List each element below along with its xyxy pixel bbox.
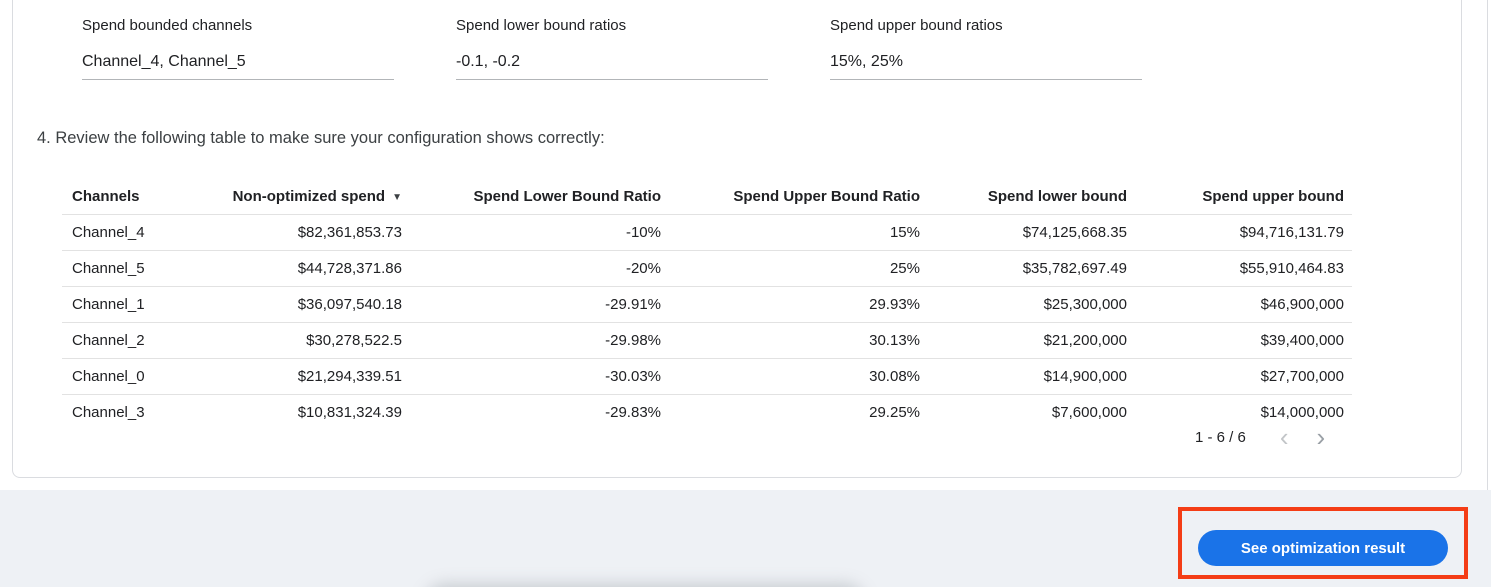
sort-desc-icon[interactable]: ▼ bbox=[392, 192, 402, 203]
annotation-highlight-box bbox=[1178, 507, 1468, 579]
column-header-spend-upper-bound[interactable]: Spend upper bound bbox=[1135, 180, 1352, 215]
table-row: Channel_4 $82,361,853.73 -10% 15% $74,12… bbox=[62, 215, 1352, 251]
field-label: Spend lower bound ratios bbox=[456, 17, 627, 34]
table-cell: $27,700,000 bbox=[1135, 358, 1352, 395]
table-cell: $21,294,339.51 bbox=[210, 358, 410, 395]
field-spend-lower-bound-ratios: Spend lower bound ratios -0.1, -0.2 bbox=[456, 16, 768, 80]
table-row: Channel_0 $21,294,339.51 -30.03% 30.08% … bbox=[62, 358, 1352, 395]
table-cell: -29.91% bbox=[410, 286, 669, 323]
see-optimization-result-button[interactable]: See optimization result bbox=[1198, 530, 1448, 566]
form-fields: Spend bounded channels Channel_4, Channe… bbox=[82, 16, 1142, 80]
table-cell: $44,728,371.86 bbox=[210, 250, 410, 287]
table-cell: $39,400,000 bbox=[1135, 322, 1352, 359]
table-cell: $30,278,522.5 bbox=[210, 322, 410, 359]
chevron-left-icon[interactable]: ‹ bbox=[1279, 422, 1289, 452]
table-cell: 25% bbox=[669, 250, 928, 287]
table-cell: -10% bbox=[625, 224, 661, 241]
table-cell: -29.98% bbox=[410, 322, 669, 359]
table-cell: $7,600,000 bbox=[928, 394, 1135, 431]
table-cell: 30.08% bbox=[669, 358, 928, 395]
chevron-right-icon[interactable]: › bbox=[1316, 422, 1326, 452]
table-cell: $94,716,131.79 bbox=[1239, 224, 1344, 241]
table-cell: $74,125,668.35 bbox=[1022, 224, 1127, 241]
table-cell: Channel_2 bbox=[62, 322, 210, 359]
column-header-spend-lower-bound[interactable]: Spend lower bound bbox=[928, 180, 1135, 215]
offscreen-element-shadow bbox=[425, 584, 865, 587]
table-row: Channel_1 $36,097,540.18 -29.91% 29.93% … bbox=[62, 286, 1352, 323]
column-header-spend-lower-bound-ratio[interactable]: Spend Lower Bound Ratio bbox=[410, 180, 669, 215]
spend-upper-bound-ratios-input[interactable]: 15%, 25% bbox=[830, 51, 1142, 80]
table-cell: -30.03% bbox=[410, 358, 669, 395]
table-pagination: 1 - 6 / 6 ‹ › bbox=[1195, 422, 1326, 452]
spend-bounded-channels-input[interactable]: Channel_4, Channel_5 bbox=[82, 51, 394, 80]
config-table: Channels Non-optimized spend ▼ Spend Lowe… bbox=[62, 180, 1352, 431]
table-cell: 30.13% bbox=[669, 322, 928, 359]
column-header-non-optimized-spend[interactable]: Non-optimized spend ▼ bbox=[210, 180, 410, 215]
table-cell: 29.93% bbox=[669, 286, 928, 323]
table-cell: 29.25% bbox=[669, 394, 928, 431]
table-cell: $35,782,697.49 bbox=[928, 250, 1135, 287]
column-header-spend-upper-bound-ratio[interactable]: Spend Upper Bound Ratio bbox=[669, 180, 928, 215]
table-cell: -29.83% bbox=[410, 394, 669, 431]
table-cell: $14,000,000 bbox=[1135, 394, 1352, 431]
table-cell: $25,300,000 bbox=[928, 286, 1135, 323]
field-spend-bounded-channels: Spend bounded channels Channel_4, Channe… bbox=[82, 16, 394, 80]
field-spend-upper-bound-ratios: Spend upper bound ratios 15%, 25% bbox=[830, 16, 1142, 80]
table-cell: $55,910,464.83 bbox=[1135, 250, 1352, 287]
table-cell: $21,200,000 bbox=[928, 322, 1135, 359]
table-cell: -20% bbox=[410, 250, 669, 287]
table-cell: $36,097,540.18 bbox=[210, 286, 410, 323]
table-cell: 15% bbox=[889, 224, 920, 241]
spend-lower-bound-ratios-input[interactable]: -0.1, -0.2 bbox=[456, 51, 768, 80]
table-cell: $82,361,853.73 bbox=[297, 224, 402, 241]
table-cell: Channel_5 bbox=[62, 250, 210, 287]
table-cell: Channel_3 bbox=[62, 394, 210, 431]
table-row: Channel_2 $30,278,522.5 -29.98% 30.13% $… bbox=[62, 322, 1352, 359]
table-header-row: Channels Non-optimized spend ▼ Spend Lowe… bbox=[62, 180, 1352, 215]
table-cell: $14,900,000 bbox=[928, 358, 1135, 395]
column-header-channels[interactable]: Channels bbox=[62, 180, 210, 215]
table-row: Channel_3 $10,831,324.39 -29.83% 29.25% … bbox=[62, 394, 1352, 431]
table-cell: $10,831,324.39 bbox=[210, 394, 410, 431]
page-range-label: 1 - 6 / 6 bbox=[1195, 428, 1246, 446]
table-cell: $46,900,000 bbox=[1135, 286, 1352, 323]
page-edge-divider bbox=[1487, 0, 1488, 490]
table-cell: Channel_1 bbox=[62, 286, 210, 323]
field-label: Spend bounded channels bbox=[82, 17, 253, 34]
step-instruction: 4. Review the following table to make su… bbox=[37, 129, 605, 147]
table-row: Channel_5 $44,728,371.86 -20% 25% $35,78… bbox=[62, 250, 1352, 287]
table-cell: Channel_4 bbox=[72, 224, 145, 241]
field-label: Spend upper bound ratios bbox=[830, 17, 1003, 34]
column-header-label: Non-optimized spend bbox=[232, 188, 386, 205]
table-cell: Channel_0 bbox=[62, 358, 210, 395]
